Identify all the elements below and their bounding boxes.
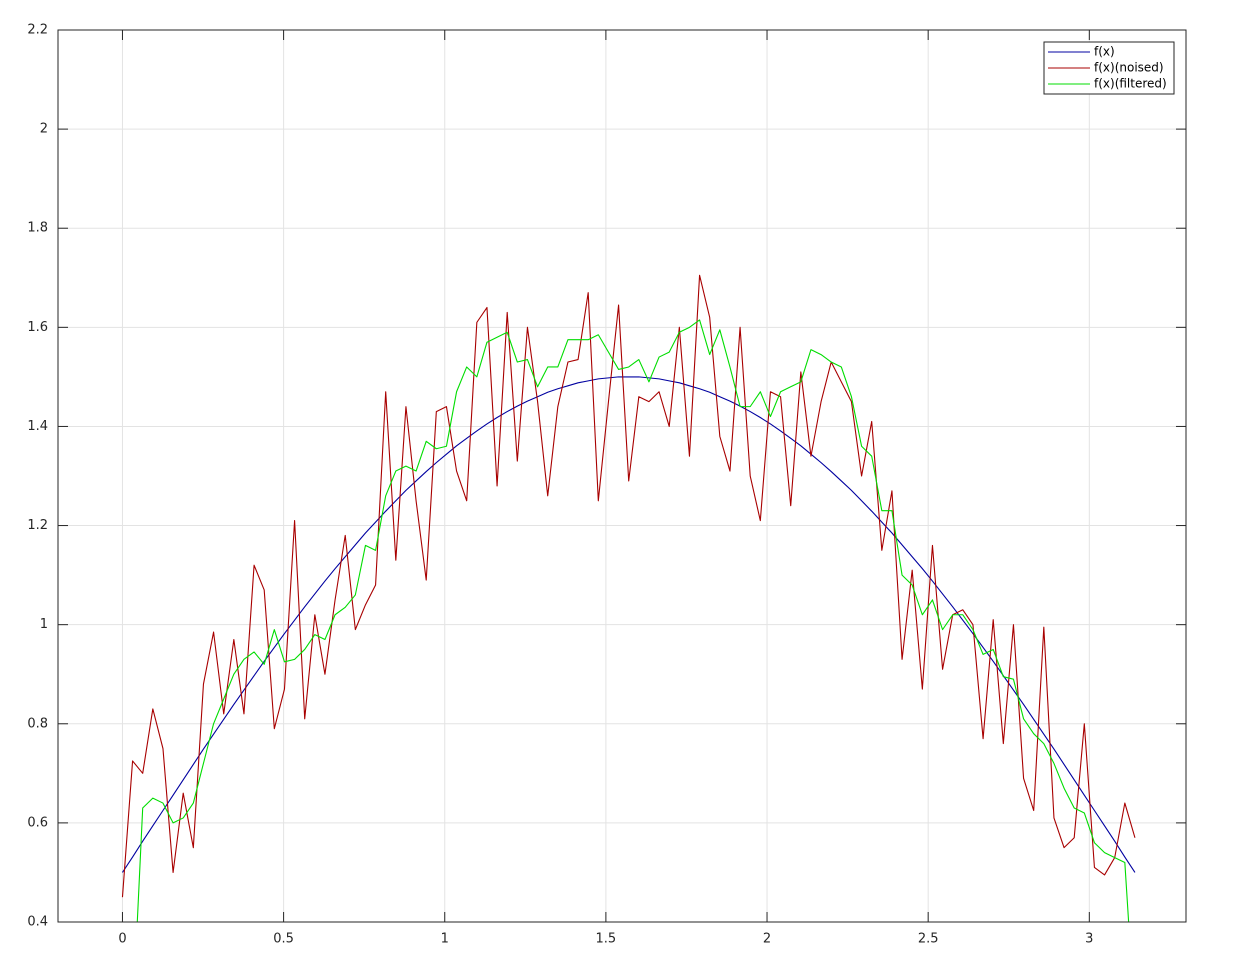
x-tick-label: 0.5 (273, 932, 294, 947)
y-tick-label: 2.2 (27, 23, 48, 38)
y-tick-label: 0.8 (27, 716, 48, 731)
y-tick-label: 1.4 (27, 419, 48, 434)
legend-label: f(x)(noised) (1094, 61, 1164, 75)
y-tick-label: 1 (40, 617, 48, 632)
y-tick-label: 2 (40, 122, 48, 137)
series-line (136, 319, 1130, 922)
legend-label: f(x)(filtered) (1094, 77, 1167, 91)
y-tick-label: 1.2 (27, 518, 48, 533)
y-tick-label: 0.6 (27, 815, 48, 830)
ticks: 0 0.5 1 1.5 2 2.5 3 0.4 0.6 0.8 1 1.2 1.4 1.6 1.8 2 2.2 (27, 23, 1186, 947)
x-tick-label: 0 (118, 932, 126, 947)
legend: f(x) f(x)(noised) f(x)(filtered) (1043, 41, 1175, 95)
legend-label: f(x) (1094, 45, 1115, 59)
y-tick-label: 0.4 (27, 915, 48, 930)
series-line (121, 376, 1136, 873)
y-tick-label: 1.6 (27, 320, 48, 335)
x-tick-label: 3 (1085, 932, 1093, 947)
x-tick-label: 2.5 (918, 932, 939, 947)
x-tick-label: 2 (763, 932, 771, 947)
plot-area (121, 274, 1136, 922)
x-tick-label: 1 (441, 932, 449, 947)
x-tick-label: 1.5 (596, 932, 617, 947)
axes-box (57, 29, 1187, 923)
series-line (121, 274, 1136, 898)
y-tick-label: 1.8 (27, 221, 48, 236)
